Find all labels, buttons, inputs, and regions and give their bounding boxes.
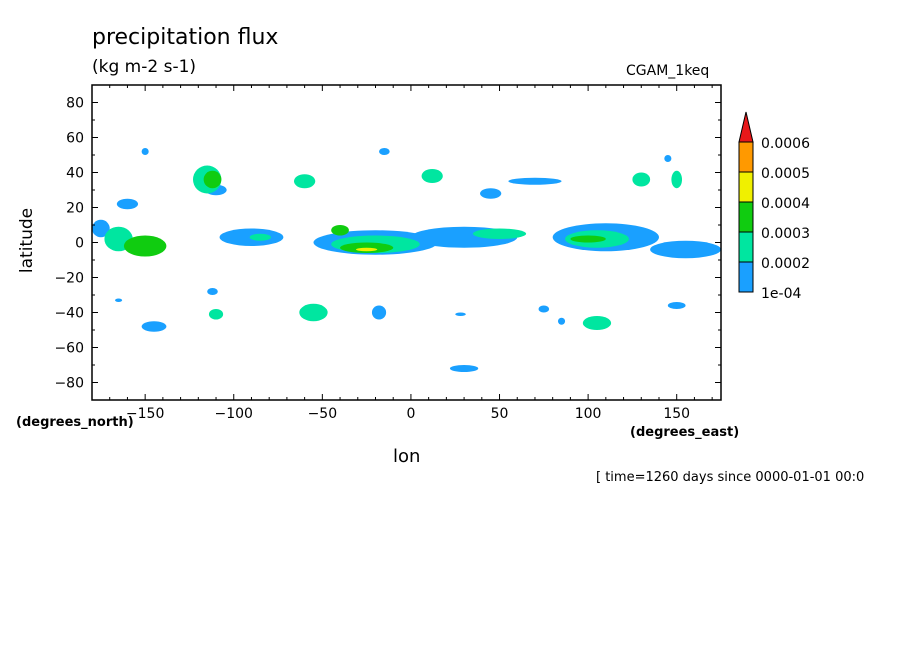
precip-contour-level-1 [480, 188, 502, 199]
y-tick-label: −40 [54, 306, 84, 322]
precip-contour-level-1 [557, 317, 566, 325]
colorbar-band [738, 201, 754, 233]
x-tick-label: −100 [215, 406, 253, 422]
y-axis-units: (degrees_north) [16, 415, 134, 430]
colorbar-label: 0.0004 [761, 196, 810, 212]
y-axis-ticks: 80 60 40 20 0 −20 −40 −60 −80 [54, 84, 721, 401]
precip-contour-level-2 [421, 169, 443, 183]
precipitation-contours [92, 148, 721, 372]
colorbar-label: 0.0002 [761, 256, 810, 272]
precip-contour-level-2 [632, 172, 651, 187]
x-tick-label: 100 [575, 406, 602, 422]
precip-contour-level-1 [379, 148, 390, 155]
precip-contour-level-2 [582, 316, 612, 330]
precip-contour-level-2 [249, 233, 271, 241]
precip-contour-level-1 [141, 321, 167, 332]
x-tick-label: 0 [406, 406, 415, 422]
colorbar-label: 0.0003 [761, 226, 810, 242]
precip-contour-level-1 [115, 298, 123, 302]
x-axis-units: (degrees_east) [630, 425, 740, 440]
dataset-label: CGAM_1keq [626, 63, 710, 79]
precip-contour-level-1 [92, 219, 110, 238]
plot-units: (kg m-2 s-1) [92, 57, 197, 77]
y-tick-label: 80 [66, 96, 84, 112]
colorbar-band [738, 141, 754, 173]
precip-contour-level-1 [449, 365, 479, 372]
precip-contour-level-1 [664, 155, 672, 162]
colorbar-band [738, 231, 754, 263]
precip-contour-level-1 [371, 305, 387, 320]
x-axis-ticks: −150 −100 −50 0 50 100 150 [91, 85, 713, 422]
precip-contour-level-1 [455, 312, 466, 316]
precip-contour-level-1 [207, 288, 218, 295]
y-tick-label: 0 [75, 236, 84, 252]
precip-contour-level-3 [570, 235, 606, 243]
precip-contour-level-2 [293, 174, 316, 189]
x-tick-label: 50 [491, 406, 509, 422]
y-tick-label: −80 [54, 376, 84, 392]
colorbar: 1e-04 0.0002 0.0003 0.0004 0.0005 0.0006 [738, 111, 810, 302]
y-tick-label: −60 [54, 341, 84, 357]
precip-contour-level-2 [299, 303, 328, 322]
precip-contour-level-3 [123, 235, 167, 257]
precip-contour-level-2 [208, 309, 224, 320]
colorbar-label: 0.0005 [761, 166, 810, 182]
precip-contour-level-3 [331, 225, 349, 236]
precip-contour-level-2 [671, 170, 683, 189]
y-tick-label: 20 [66, 201, 84, 217]
y-tick-label: 40 [66, 166, 84, 182]
precip-contour-level-2 [472, 228, 527, 239]
y-tick-label: −20 [54, 271, 84, 287]
x-tick-label: −150 [126, 406, 164, 422]
y-tick-label: 60 [66, 131, 84, 147]
plot-title: precipitation flux [92, 25, 279, 50]
colorbar-band [738, 261, 754, 293]
x-tick-label: −50 [308, 406, 338, 422]
precip-contour-level-1 [141, 148, 149, 155]
colorbar-band [738, 171, 754, 203]
colorbar-label: 0.0006 [761, 136, 810, 152]
y-axis-label: latitude [17, 207, 38, 274]
time-annotation: [ time=1260 days since 0000-01-01 00:0 [596, 470, 865, 485]
precip-contour-level-1 [650, 240, 721, 259]
precip-contour-level-1 [667, 302, 686, 309]
precip-contour-level-1 [116, 198, 139, 210]
precip-contour-level-1 [538, 305, 550, 313]
precip-contour-level-3 [203, 170, 222, 189]
x-tick-label: 150 [663, 406, 690, 422]
precip-contour-level-1 [508, 177, 562, 185]
colorbar-label: 1e-04 [761, 286, 801, 302]
precip-contour-level-4 [356, 247, 378, 252]
x-axis-label: lon [393, 446, 421, 467]
colorbar-extend-arrow [738, 111, 754, 143]
